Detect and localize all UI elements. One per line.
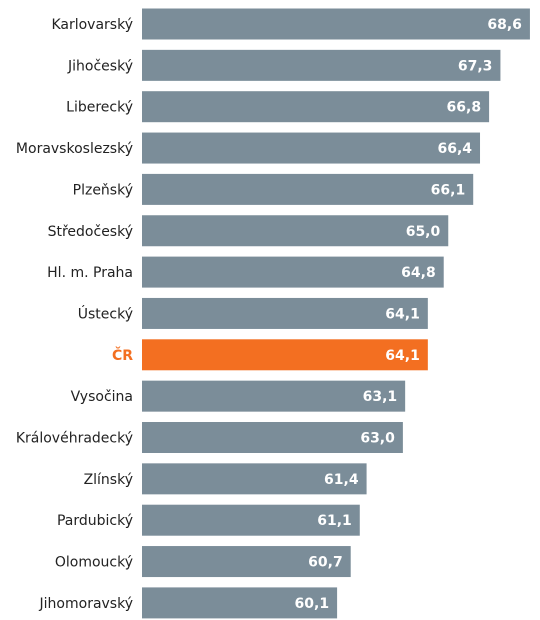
bar: [142, 256, 444, 288]
category-label: Liberecký: [66, 100, 133, 116]
category-label: Olomoucký: [55, 555, 133, 571]
bar: [142, 504, 360, 536]
category-label: Jihočeský: [67, 58, 133, 74]
bar: [142, 339, 428, 371]
bar: [142, 546, 351, 578]
bar: [142, 132, 481, 164]
bar: [142, 91, 490, 123]
value-label: 60,1: [295, 596, 330, 612]
bar: [142, 49, 501, 81]
bar: [142, 422, 403, 453]
category-label: Ústecký: [78, 304, 133, 322]
value-label: 64,1: [385, 348, 420, 364]
value-label: 63,0: [360, 431, 395, 447]
category-label: Jihomoravský: [39, 596, 133, 612]
category-label: ČR: [112, 346, 133, 364]
value-label: 65,0: [406, 224, 441, 240]
value-label: 61,1: [317, 513, 352, 529]
value-label: 66,8: [447, 100, 482, 116]
category-label: Pardubický: [57, 513, 133, 529]
value-label: 66,1: [431, 182, 466, 198]
bar: [142, 463, 367, 495]
value-label: 63,1: [363, 389, 398, 405]
category-label: Hl. m. Praha: [47, 265, 133, 281]
bar: [142, 380, 406, 412]
bar: [142, 587, 338, 619]
bar: [142, 297, 428, 329]
value-label: 68,6: [487, 17, 522, 33]
value-label: 66,4: [437, 141, 472, 157]
value-label: 67,3: [458, 58, 493, 74]
value-label: 61,4: [324, 472, 359, 488]
category-label: Plzeňský: [73, 182, 133, 198]
value-label: 64,1: [385, 306, 420, 322]
category-label: Moravskoslezský: [16, 141, 133, 157]
category-label: Královéhradecký: [16, 431, 133, 447]
value-label: 64,8: [401, 265, 436, 281]
category-label: Karlovarský: [51, 17, 133, 33]
category-label: Vysočina: [71, 389, 133, 405]
category-label: Středočeský: [48, 224, 133, 240]
bar: [142, 215, 449, 247]
category-label: Zlínský: [84, 472, 133, 488]
bar: [142, 8, 530, 40]
bar: [142, 173, 474, 205]
value-label: 60,7: [308, 555, 343, 571]
